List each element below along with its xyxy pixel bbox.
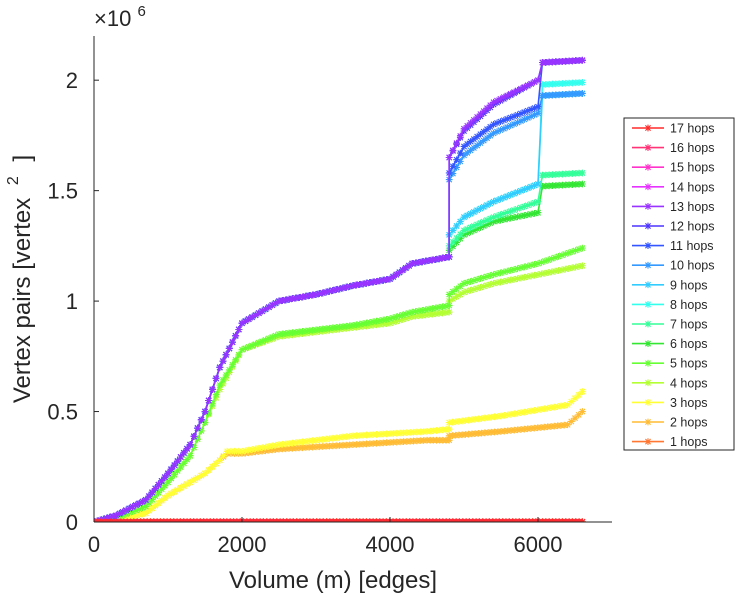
legend-entry: 2 hops: [632, 416, 708, 430]
legend-marker: [644, 242, 652, 249]
legend: 17 hops 16 hops 15 hops 14 hops 13 hops 12 ho…: [623, 117, 735, 451]
legend-label: 17 hops: [670, 122, 714, 136]
legend-label: 13 hops: [670, 200, 714, 214]
x-axis-label: Volume (m) [edges]: [229, 567, 437, 594]
legend-marker: [644, 359, 652, 367]
legend-entry: 3 hops: [632, 396, 708, 410]
legend-marker: [644, 163, 652, 171]
y-tick-label: 0.5: [47, 400, 78, 425]
legend-label: 16 hops: [670, 141, 714, 155]
y-axis-label-close: ]: [9, 155, 36, 162]
legend-label: 14 hops: [670, 180, 714, 194]
legend-label: 10 hops: [670, 259, 714, 273]
legend-marker: [644, 301, 652, 308]
y-exponent-label: ×10 6: [94, 3, 146, 31]
legend-label: 11 hops: [670, 239, 714, 253]
series-markers: [94, 56, 586, 522]
legend-marker: [644, 340, 652, 347]
legend-entry: 11 hops: [632, 239, 714, 253]
legend-marker: [644, 144, 652, 151]
legend-marker: [644, 379, 652, 387]
legend-entry: 15 hops: [632, 161, 714, 175]
legend-label: 9 hops: [670, 278, 708, 292]
y-axis-label-superscript: 2: [5, 176, 22, 185]
legend-marker: [644, 320, 652, 328]
legend-label: 15 hops: [670, 161, 714, 175]
legend-label: 8 hops: [670, 298, 708, 312]
legend-label: 2 hops: [670, 416, 708, 430]
legend-entry: 1 hops: [632, 435, 708, 449]
legend-entry: 12 hops: [632, 220, 714, 234]
series-3-hops: [94, 388, 586, 522]
legend-entry: 9 hops: [632, 278, 708, 292]
legend-marker: [644, 399, 652, 406]
legend-entry: 13 hops: [632, 200, 714, 214]
legend-entry: 17 hops: [632, 122, 714, 136]
legend-marker: [644, 261, 652, 269]
y-axis-label-main: Vertex pairs [vertex: [9, 198, 36, 403]
y-tick-label: 1.5: [47, 179, 78, 204]
legend-entry: 16 hops: [632, 141, 714, 155]
y-tick-label: 1: [66, 289, 78, 314]
x-tick-label: 2000: [218, 532, 267, 557]
x-tick-label: 4000: [366, 532, 415, 557]
legend-marker: [644, 124, 652, 132]
legend-marker: [644, 203, 652, 210]
x-tick-label: 6000: [514, 532, 563, 557]
legend-label: 3 hops: [670, 396, 708, 410]
y-tick-label: 2: [66, 68, 78, 93]
y-exponent-base: ×10: [94, 6, 131, 31]
legend-label: 7 hops: [670, 318, 708, 332]
legend-label: 12 hops: [670, 220, 714, 234]
legend-marker: [644, 183, 652, 191]
series-13-hops: [94, 56, 586, 522]
legend-marker: [644, 438, 652, 445]
legend-label: 5 hops: [670, 357, 708, 371]
legend-marker: [644, 222, 652, 230]
legend-entry: 7 hops: [632, 318, 708, 332]
legend-label: 6 hops: [670, 337, 708, 351]
x-tick-label: 0: [88, 532, 100, 557]
legend-entry: 4 hops: [632, 376, 708, 390]
legend-marker: [644, 281, 652, 289]
series-markers: [94, 244, 586, 522]
legend-label: 1 hops: [670, 435, 708, 449]
series-5-hops: [94, 244, 586, 522]
series-markers: [94, 388, 586, 522]
legend-entry: 6 hops: [632, 337, 708, 351]
legend-entry: 8 hops: [632, 298, 708, 312]
y-exponent-power: 6: [137, 3, 145, 20]
legend-label: 4 hops: [670, 376, 708, 390]
y-axis-label: Vertex pairs [vertex 2 ]: [0, 155, 36, 403]
legend-marker: [644, 418, 652, 426]
legend-entry: 5 hops: [632, 357, 708, 371]
y-tick-label: 0: [66, 510, 78, 535]
legend-entry: 10 hops: [632, 259, 714, 273]
legend-entry: 14 hops: [632, 180, 714, 194]
